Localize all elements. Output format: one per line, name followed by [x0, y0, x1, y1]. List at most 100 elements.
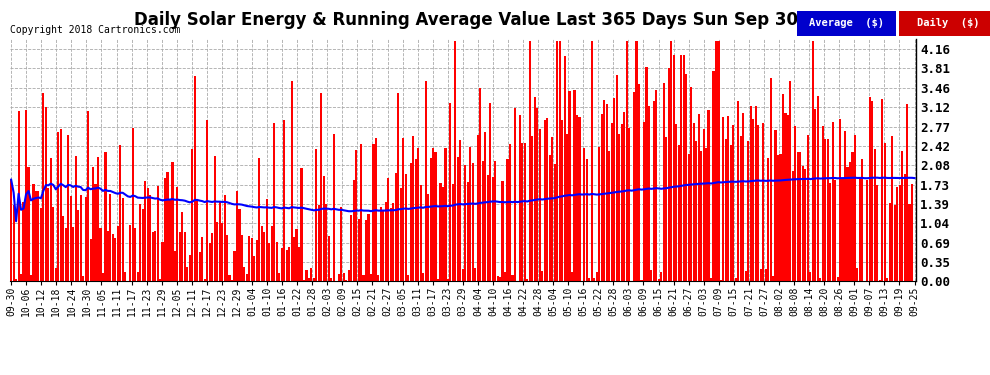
- Bar: [871, 100, 873, 281]
- Bar: [166, 172, 168, 281]
- Bar: [906, 104, 908, 281]
- Bar: [469, 147, 471, 281]
- Bar: [573, 90, 575, 281]
- Bar: [804, 169, 807, 281]
- Bar: [15, 279, 17, 281]
- Bar: [764, 269, 766, 281]
- Bar: [487, 176, 489, 281]
- Bar: [705, 148, 707, 281]
- Bar: [774, 130, 776, 281]
- Bar: [311, 268, 313, 281]
- Bar: [647, 106, 650, 281]
- Bar: [740, 136, 742, 281]
- Bar: [45, 106, 47, 281]
- Text: Copyright 2018 Cartronics.com: Copyright 2018 Cartronics.com: [10, 24, 180, 34]
- Bar: [464, 165, 466, 281]
- Bar: [618, 134, 620, 281]
- Bar: [48, 188, 50, 281]
- Bar: [459, 141, 461, 281]
- Bar: [754, 106, 756, 281]
- Bar: [142, 209, 144, 281]
- Bar: [641, 280, 643, 281]
- Bar: [253, 256, 255, 281]
- Bar: [690, 87, 692, 281]
- Bar: [270, 226, 273, 281]
- Bar: [829, 183, 832, 281]
- Bar: [214, 156, 216, 281]
- Bar: [685, 74, 687, 281]
- Bar: [474, 268, 476, 281]
- Bar: [854, 135, 856, 281]
- Bar: [306, 270, 308, 281]
- Bar: [784, 113, 786, 281]
- Bar: [300, 168, 303, 281]
- Bar: [494, 161, 496, 281]
- Bar: [89, 239, 92, 281]
- Bar: [352, 180, 354, 281]
- Bar: [891, 136, 893, 281]
- Bar: [181, 212, 183, 281]
- Bar: [645, 67, 647, 281]
- Bar: [92, 167, 94, 281]
- Bar: [546, 118, 548, 281]
- Bar: [688, 154, 690, 281]
- Bar: [189, 255, 191, 281]
- Text: Daily Solar Energy & Running Average Value Last 365 Days Sun Sep 30 18:00: Daily Solar Energy & Running Average Val…: [134, 11, 856, 29]
- Bar: [894, 205, 896, 281]
- Bar: [551, 137, 553, 281]
- Bar: [819, 278, 822, 281]
- Bar: [405, 174, 407, 281]
- Bar: [117, 226, 119, 281]
- Bar: [752, 119, 754, 281]
- Bar: [258, 158, 260, 281]
- Bar: [365, 220, 367, 281]
- Bar: [179, 231, 181, 281]
- Bar: [544, 120, 545, 281]
- Bar: [636, 41, 638, 281]
- Bar: [504, 272, 506, 281]
- Bar: [678, 146, 680, 281]
- Bar: [449, 103, 451, 281]
- Bar: [904, 174, 906, 281]
- Bar: [524, 142, 526, 281]
- Bar: [402, 138, 404, 281]
- Bar: [59, 129, 61, 281]
- Bar: [107, 231, 109, 281]
- Bar: [698, 114, 700, 281]
- Bar: [643, 122, 645, 281]
- Bar: [578, 117, 580, 281]
- Bar: [762, 123, 764, 281]
- Bar: [316, 149, 318, 281]
- Bar: [484, 132, 486, 281]
- Bar: [837, 277, 839, 281]
- Bar: [715, 41, 717, 281]
- Bar: [744, 271, 746, 281]
- Bar: [260, 226, 263, 281]
- Bar: [33, 184, 35, 281]
- Bar: [832, 122, 834, 281]
- Bar: [553, 164, 555, 281]
- Bar: [779, 154, 781, 281]
- Bar: [626, 41, 628, 281]
- Text: Daily  ($): Daily ($): [917, 18, 980, 28]
- Bar: [263, 231, 265, 281]
- Bar: [191, 149, 193, 281]
- Bar: [194, 76, 196, 281]
- Bar: [246, 274, 248, 281]
- Bar: [417, 148, 419, 281]
- Bar: [859, 177, 861, 281]
- Bar: [683, 55, 685, 281]
- Bar: [556, 41, 558, 281]
- Bar: [18, 111, 20, 281]
- Bar: [497, 276, 499, 281]
- Bar: [728, 116, 730, 281]
- Bar: [147, 188, 148, 281]
- Bar: [461, 269, 464, 281]
- Bar: [10, 180, 12, 281]
- Bar: [420, 186, 422, 281]
- Bar: [236, 190, 238, 281]
- Bar: [285, 250, 288, 281]
- Bar: [430, 158, 432, 281]
- Bar: [851, 152, 853, 281]
- Bar: [425, 81, 427, 281]
